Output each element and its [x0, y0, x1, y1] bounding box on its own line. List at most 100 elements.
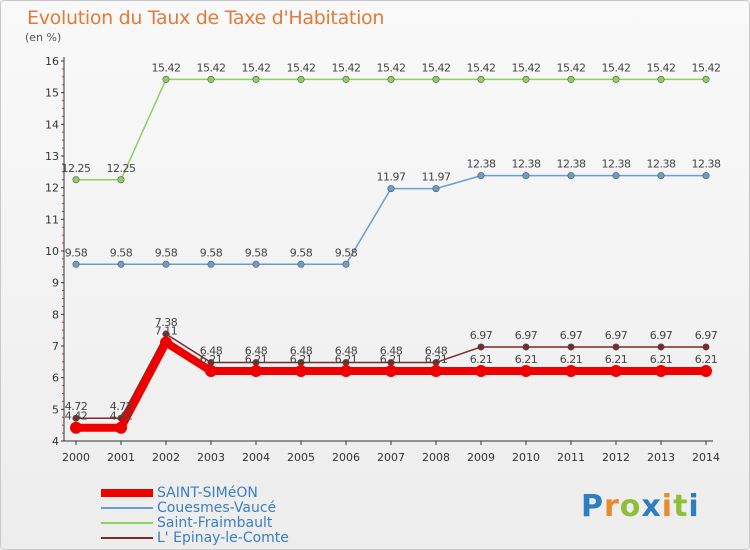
- legend-swatch: [101, 506, 153, 509]
- x-tick-label: 2003: [197, 451, 225, 464]
- data-label: 15.42: [512, 61, 541, 74]
- legend-swatch: [101, 536, 153, 539]
- y-tick-label: 15: [45, 87, 59, 100]
- data-label: 15.42: [152, 61, 181, 74]
- legend-label-epinay-le-comte: L' Epinay-le-Comte: [157, 529, 289, 546]
- data-label: 11.97: [377, 171, 406, 184]
- data-label: 6.48: [290, 344, 313, 357]
- x-tick-label: 2008: [422, 451, 450, 464]
- data-point: [612, 75, 620, 83]
- legend-item: Couesmes-Vaucé: [101, 499, 289, 516]
- y-tick-label: 5: [52, 403, 59, 416]
- proxiti-logo: P r o x i t i: [581, 489, 700, 524]
- data-point: [432, 75, 440, 83]
- data-label: 6.21: [515, 353, 538, 366]
- data-label: 6.48: [425, 344, 448, 357]
- data-label: 9.58: [290, 246, 313, 259]
- data-point: [702, 343, 710, 351]
- data-label: 6.97: [650, 329, 673, 342]
- data-label: 6.48: [245, 344, 268, 357]
- data-point: [655, 365, 667, 378]
- data-label: 4.72: [110, 400, 133, 413]
- data-point: [207, 260, 215, 268]
- data-label: 15.42: [557, 61, 586, 74]
- y-tick-label: 9: [52, 277, 59, 290]
- legend-label-couesmes-vauce: Couesmes-Vaucé: [157, 499, 277, 516]
- data-point: [612, 343, 620, 351]
- x-tick-label: 2010: [512, 451, 540, 464]
- data-point: [657, 75, 665, 83]
- data-label: 6.21: [650, 353, 673, 366]
- data-point: [432, 185, 440, 193]
- data-label: 9.58: [200, 246, 223, 259]
- data-point: [297, 260, 305, 268]
- x-tick-label: 2011: [557, 451, 585, 464]
- legend-item: SAINT-SIMéON: [101, 485, 289, 501]
- data-label: 6.97: [695, 329, 718, 342]
- data-label: 12.38: [602, 158, 631, 171]
- data-point: [612, 172, 620, 180]
- logo-letter: x: [641, 489, 662, 524]
- x-tick-label: 2000: [62, 451, 90, 464]
- data-point: [342, 75, 350, 83]
- data-label: 6.97: [470, 329, 493, 342]
- chart-legend: SAINT-SIMéON Couesmes-Vaucé Saint-Fraimb…: [101, 485, 289, 546]
- data-point: [522, 343, 530, 351]
- data-label: 15.42: [287, 61, 316, 74]
- y-tick-label: 6: [52, 372, 59, 385]
- data-label: 7.11: [155, 325, 178, 338]
- data-label: 12.38: [692, 158, 721, 171]
- data-label: 15.42: [692, 61, 721, 74]
- data-point: [522, 172, 530, 180]
- x-tick-label: 2002: [152, 451, 180, 464]
- data-point: [207, 75, 215, 83]
- line-chart: 4 5 6 7 8 9 10 11 12 13 14 15 16 2000 2001 2002 2003 2004…: [45, 55, 721, 464]
- x-tick-label: 2014: [692, 451, 720, 464]
- legend-swatch: [101, 521, 153, 524]
- logo-letter: r: [604, 489, 620, 524]
- data-label: 12.25: [62, 162, 91, 175]
- data-label: 9.58: [245, 246, 268, 259]
- data-label: 12.38: [467, 158, 496, 171]
- data-label: 12.38: [647, 158, 676, 171]
- y-tick-label: 12: [45, 182, 59, 195]
- data-label: 6.48: [200, 344, 223, 357]
- data-label: 6.21: [695, 353, 718, 366]
- data-point: [250, 365, 262, 378]
- data-point: [567, 343, 575, 351]
- logo-letter: t: [673, 489, 689, 524]
- data-label: 12.25: [107, 162, 136, 175]
- data-label: 4.72: [65, 400, 88, 413]
- data-point: [117, 260, 125, 268]
- data-label: 15.42: [467, 61, 496, 74]
- data-point: [295, 365, 307, 378]
- data-point: [522, 75, 530, 83]
- data-point: [702, 75, 710, 83]
- y-tick-label: 10: [45, 245, 59, 258]
- data-point: [115, 421, 127, 434]
- chart-subtitle: (en %): [25, 31, 62, 44]
- y-tick-label: 11: [45, 213, 59, 226]
- y-tick-label: 14: [45, 118, 59, 131]
- logo-letter: i: [661, 489, 674, 524]
- data-point: [340, 365, 352, 378]
- data-label: 15.42: [602, 61, 631, 74]
- data-label: 6.21: [245, 353, 268, 366]
- y-tick-label: 13: [45, 150, 59, 163]
- data-label: 15.42: [197, 61, 226, 74]
- data-label: 15.42: [332, 61, 361, 74]
- data-point: [657, 172, 665, 180]
- data-point: [475, 365, 487, 378]
- x-tick-label: 2004: [242, 451, 270, 464]
- data-label: 6.21: [605, 353, 628, 366]
- data-label: 6.21: [290, 353, 313, 366]
- data-point: [477, 172, 485, 180]
- data-point: [610, 365, 622, 378]
- data-point: [657, 343, 665, 351]
- legend-item: L' Epinay-le-Comte: [101, 529, 289, 546]
- data-label: 6.21: [335, 353, 358, 366]
- x-tick-label: 2006: [332, 451, 360, 464]
- data-point: [162, 260, 170, 268]
- legend-label-saint-fraimbault: Saint-Fraimbault: [157, 514, 273, 531]
